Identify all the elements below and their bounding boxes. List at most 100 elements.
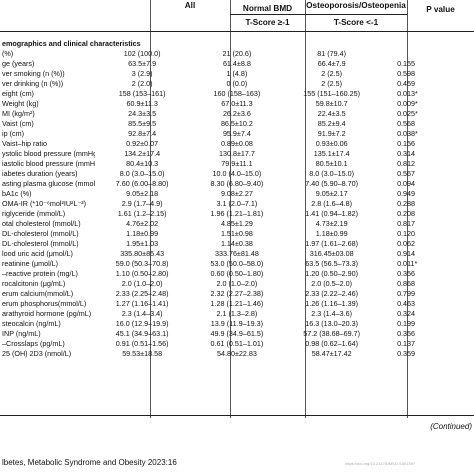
- cell-osteoporosis: 316.45±03.08: [309, 249, 354, 259]
- row-label: DL-cholesterol (mmol/L): [2, 229, 79, 239]
- cell-p-value: 0.812: [397, 159, 416, 169]
- row-label: otal cholesterol (mmol/L): [2, 219, 81, 229]
- row-label: iabetes duration (years): [2, 169, 78, 179]
- cell-all: 1.10 (0.50–2.80): [115, 269, 169, 279]
- header-subline: [230, 14, 407, 15]
- cell-normal-bmd: 9.08±2.27: [220, 189, 253, 199]
- cell-osteoporosis: 8.0 (3.0–15.0): [309, 169, 355, 179]
- cell-p-value: 0.568: [397, 119, 416, 129]
- cell-normal-bmd: 0.61 (0.51–1.01): [210, 339, 264, 349]
- cell-all: 2 (2.0): [131, 79, 153, 89]
- data-table: emographics and clinical characteristics…: [0, 38, 474, 359]
- cell-p-value: 0.324: [397, 309, 416, 319]
- cell-p-value: 0.949: [397, 189, 416, 199]
- row-label: steocalcin (ng/mL): [2, 319, 61, 329]
- cell-osteoporosis: 66.4±7.9: [317, 59, 346, 69]
- cell-all: 45.1 (34.9–63.1): [115, 329, 169, 339]
- cell-all: 4.76±2.02: [126, 219, 159, 229]
- cell-all: 24.3±3.5: [128, 109, 157, 119]
- cell-all: 2.3 (1.4–3.4): [121, 309, 163, 319]
- row-label: rocalcitonin (μg/mL): [2, 279, 66, 289]
- header-p-value: P value: [426, 5, 455, 14]
- cell-all: 1.61 (1.2–2.15): [117, 209, 167, 219]
- cell-osteoporosis: 2.33 (2.22–2.46): [305, 289, 359, 299]
- table-row: ip (cm) 92.8±7.4 95.9±7.4 91.9±7.2 0.038*: [0, 129, 474, 139]
- cell-p-value: 0.463: [397, 299, 416, 309]
- cell-p-value: 0.459: [397, 79, 416, 89]
- table-row: erum calcium(mmol/L) 2.33 (2.25–2.48) 2.32…: [0, 289, 474, 299]
- cell-p-value: 0.598: [397, 69, 416, 79]
- header-bottom-rule: [0, 31, 474, 32]
- cell-normal-bmd: 0.89±0.08: [220, 139, 253, 149]
- cell-osteoporosis: 57.2 (38.68–69.7): [303, 329, 361, 339]
- cell-osteoporosis: 22.4±3.5: [317, 109, 346, 119]
- table-row: 25 (OH) 2D3 (nmol/L) 59.53±18.58 54.80±22.…: [0, 349, 474, 359]
- cell-all: 85.5±9.5: [128, 119, 157, 129]
- row-label: arathyroid hormone (pg/mL): [2, 309, 92, 319]
- row-label: bA1c (%): [2, 189, 32, 199]
- table-row: INP (ng/mL) 45.1 (34.9–63.1) 49.9 (34.9–61…: [0, 329, 474, 339]
- cell-normal-bmd: 10.0 (4.0–15.0): [212, 169, 262, 179]
- cell-osteoporosis: 1.97 (1.61–2.68): [305, 239, 359, 249]
- table-row: iastolic blood pressure (mmHg) 80.4±10.3 7…: [0, 159, 474, 169]
- header-all: All: [184, 1, 196, 10]
- doi-watermark: https://doi.org/10.2147/DMSO.S401397: [345, 461, 416, 466]
- table-row: lood uric acid (μmol/L) 335.80±85.43 333.7…: [0, 249, 474, 259]
- section-title: emographics and clinical characteristics: [2, 38, 141, 48]
- row-label: –Crosslaps (pg/mL): [2, 339, 65, 349]
- column-divider: [305, 0, 306, 418]
- cell-osteoporosis: 1.26 (1.16–1.39): [305, 299, 359, 309]
- cell-osteoporosis: 91.9±7.2: [317, 129, 346, 139]
- cell-all: 63.5±7.9: [128, 59, 157, 69]
- cell-normal-bmd: 1.96 (1.21–1.81): [210, 209, 264, 219]
- cell-normal-bmd: 26.2±3.6: [222, 109, 251, 119]
- cell-normal-bmd: 2.1 (1.3–2.8): [216, 309, 258, 319]
- header-osteo-tscore: T-Score <-1: [333, 18, 379, 27]
- cell-osteoporosis: 81 (79.4): [317, 49, 347, 59]
- continued-label: (Continued): [430, 422, 472, 431]
- cell-p-value: 0.011*: [397, 259, 418, 269]
- cell-normal-bmd: 4.85±1.29: [220, 219, 253, 229]
- cell-osteoporosis: 9.05±2.17: [315, 189, 348, 199]
- cell-p-value: 0.356: [397, 329, 416, 339]
- table-row: iabetes duration (years) 8.0 (3.0–15.0) 10…: [0, 169, 474, 179]
- row-label: ip (cm): [2, 129, 24, 139]
- table-row: reatinine (μmol/L) 59.0 (50.3–70.8) 53.0 (…: [0, 259, 474, 269]
- row-label: eight (cm): [2, 89, 34, 99]
- cell-normal-bmd: 333.76±81.48: [214, 249, 259, 259]
- table-row: OMA-IR (*10⁻⁶mol²IU²L⁻²) 2.9 (1.7–4.9) 3.1…: [0, 199, 474, 209]
- row-label: OMA-IR (*10⁻⁶mol²IU²L⁻²): [2, 199, 87, 209]
- cell-p-value: 0.314: [397, 149, 416, 159]
- cell-normal-bmd: 130.8±17.7: [218, 149, 255, 159]
- table-row: eight (cm) 158 (153–161) 160 (158–163) 155 …: [0, 89, 474, 99]
- cell-p-value: 0.199: [397, 319, 416, 329]
- cell-normal-bmd: 8.30 (6.80–9.40): [210, 179, 264, 189]
- cell-normal-bmd: 49.9 (34.9–61.5): [210, 329, 264, 339]
- cell-p-value: 0.038*: [397, 129, 418, 139]
- cell-osteoporosis: 4.73±2.19: [315, 219, 348, 229]
- cell-osteoporosis: 7.40 (5.90–8.70): [305, 179, 359, 189]
- row-label: iastolic blood pressure (mmHg): [2, 159, 95, 169]
- cell-all: 8.0 (3.0–15.0): [119, 169, 165, 179]
- header-normal-bmd: Normal BMD: [242, 4, 293, 13]
- cell-osteoporosis: 59.8±10.7: [315, 99, 348, 109]
- cell-normal-bmd: 2.0 (1.0–2.0): [216, 279, 258, 289]
- cell-normal-bmd: 1.14±0.38: [220, 239, 253, 249]
- cell-all: 1.95±1.03: [126, 239, 159, 249]
- table-row: ver smoking (n (%)) 3 (2.9) 1 (4.8) 2 (2.5)…: [0, 69, 474, 79]
- row-label: erum calcium(mmol/L): [2, 289, 74, 299]
- table-row: bA1c (%) 9.05±2.18 9.08±2.27 9.05±2.17 0.949: [0, 189, 474, 199]
- cell-normal-bmd: 0 (0.0): [226, 79, 248, 89]
- row-label: 25 (OH) 2D3 (nmol/L): [2, 349, 72, 359]
- cell-osteoporosis: 0.98 (0.62–1.64): [305, 339, 359, 349]
- cell-osteoporosis: 85.2±9.4: [317, 119, 346, 129]
- cell-normal-bmd: 1 (4.8): [226, 69, 248, 79]
- cell-p-value: 0.156: [397, 139, 416, 149]
- table-row: (%) 102 (100.0) 21 (20.6) 81 (79.4): [0, 49, 474, 59]
- cell-all: 59.53±18.58: [122, 349, 163, 359]
- cell-all: 1.18±0.99: [126, 229, 159, 239]
- cell-p-value: 0.094: [397, 179, 416, 189]
- table-row: –reactive protein (mg/L) 1.10 (0.50–2.80)…: [0, 269, 474, 279]
- cell-all: 1.27 (1.16–1.41): [115, 299, 169, 309]
- row-label: ver drinking (n (%)): [2, 79, 64, 89]
